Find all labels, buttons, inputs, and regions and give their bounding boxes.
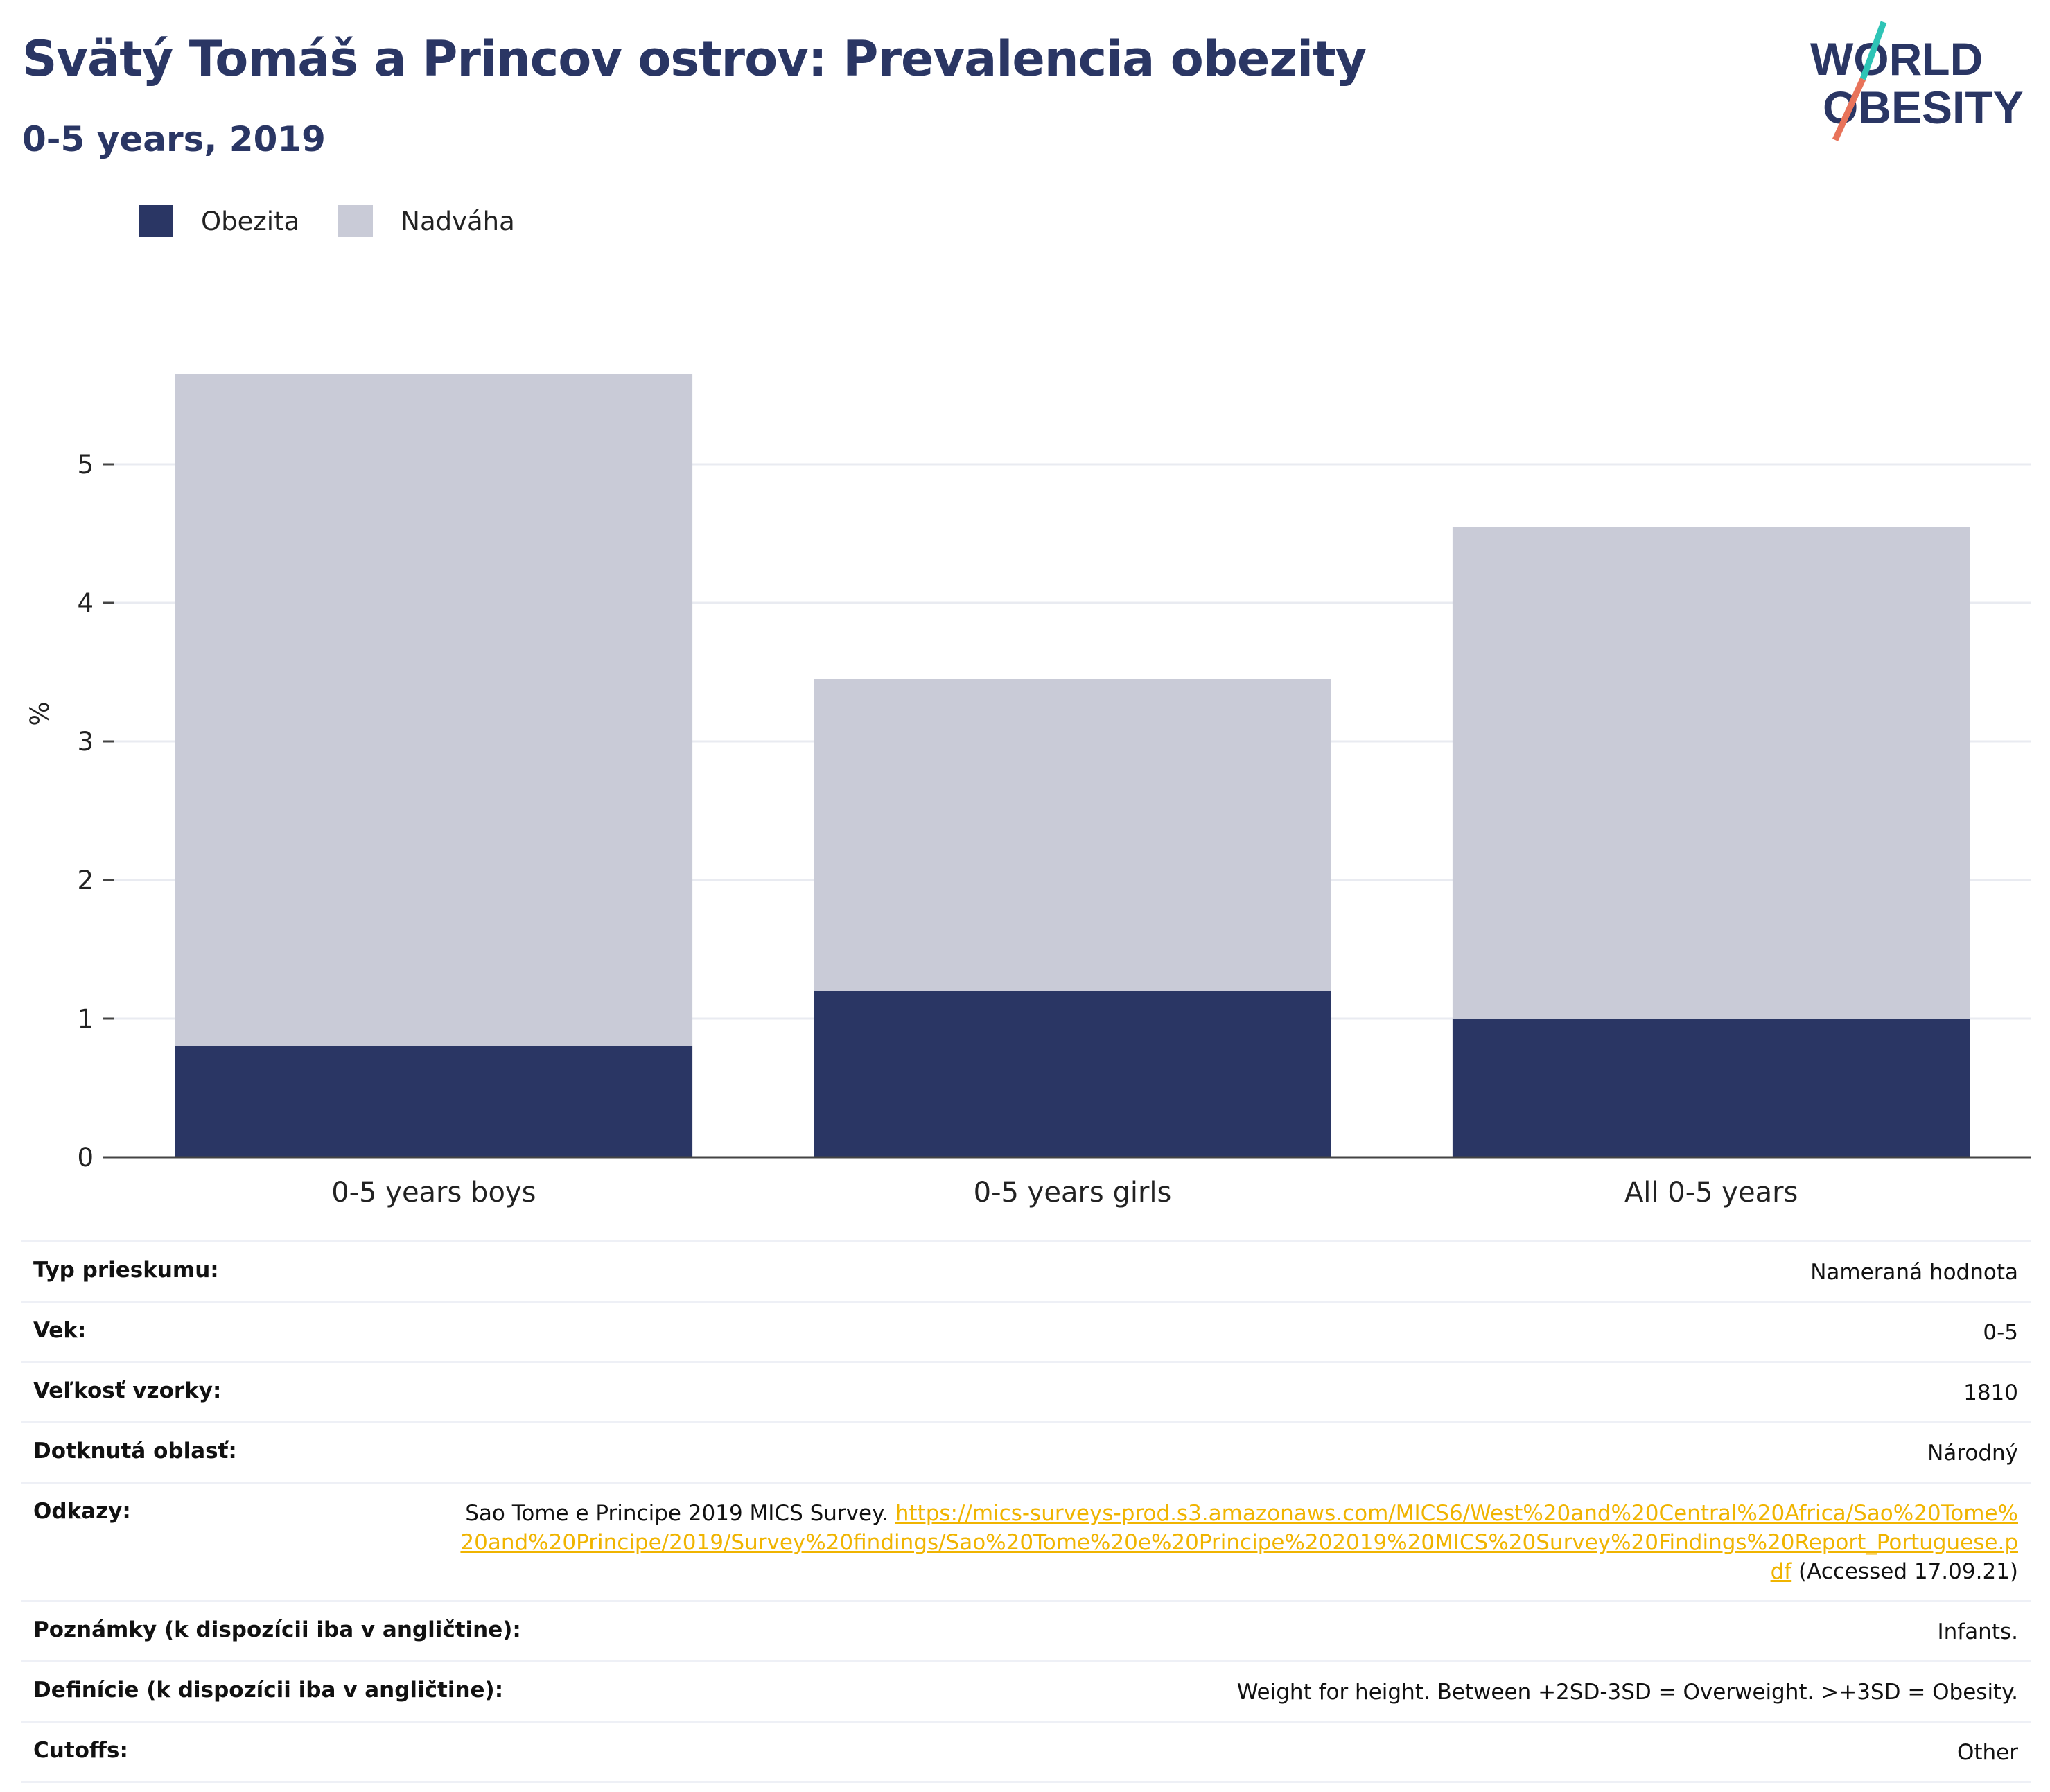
x-category-label: 0-5 years boys [331,1177,536,1209]
bar-nadv-ha-2 [1452,527,1970,1019]
info-label: Definície (k dispozícii iba v angličtine… [33,1678,504,1703]
info-label: Veľkosť vzorky: [33,1378,222,1403]
bar-nadv-ha-0 [175,374,693,1046]
info-value: Other [1956,1740,2018,1765]
y-tick-label: 0 [77,1143,94,1172]
survey-info-table: Typ prieskumu: Nameraná hodnota Vek: 0-5… [21,1240,2031,1783]
info-label: Cutoffs: [33,1738,128,1763]
logo-word-world: WORLD [1810,33,1983,85]
references-text: Sao Tome e Principe 2019 MICS Survey. [465,1501,895,1526]
info-value: Weight for height. Between +2SD-3SD = Ov… [1236,1680,2018,1705]
x-category-label: 0-5 years girls [974,1177,1172,1209]
legend-item-obezita[interactable]: Obezita [139,205,299,237]
chart-legend: Obezita Nadváha [139,205,554,237]
legend-label-obezita: Obezita [201,206,300,236]
info-row: Cutoffs: Other [21,1721,2031,1783]
bar-obezita-0 [175,1046,693,1157]
info-row: Vek: 0-5 [21,1301,2031,1361]
y-tick-label: 4 [77,588,94,618]
legend-label-nadvaha: Nadváha [401,206,515,236]
references-value: Sao Tome e Principe 2019 MICS Survey. ht… [459,1499,2018,1586]
info-value: Národný [1927,1441,2018,1466]
legend-swatch-nadvaha [338,205,374,237]
info-label: Dotknutá oblasť: [33,1439,237,1464]
world-obesity-logo: WORLD OBESITY [1810,21,2024,141]
legend-swatch-obezita [139,205,173,237]
info-value: 1810 [1963,1380,2018,1405]
logo-slash-top [1859,21,1887,80]
info-value: Infants. [1937,1619,2018,1644]
info-row: Typ prieskumu: Nameraná hodnota [21,1240,2031,1301]
info-value: Nameraná hodnota [1810,1260,2018,1285]
info-row: Veľkosť vzorky: 1810 [21,1361,2031,1421]
bar-chart: 0 1 2 3 4 5% 0-5 years boys 0-5 years girls All … [25,374,2031,1209]
info-label: Poznámky (k dispozícii iba v angličtine)… [33,1617,521,1642]
y-tick-label: 2 [77,866,94,895]
references-accessed: (Accessed 17.09.21) [1791,1559,2018,1584]
info-row: Poznámky (k dispozícii iba v angličtine)… [21,1600,2031,1660]
info-row: Definície (k dispozícii iba v angličtine… [21,1660,2031,1721]
bar-obezita-2 [1452,1019,1970,1157]
info-label: Vek: [33,1318,87,1343]
info-value: 0-5 [1983,1320,2018,1345]
info-row-references: Odkazy: Sao Tome e Principe 2019 MICS Su… [21,1482,2031,1600]
info-row: Dotknutá oblasť: Národný [21,1421,2031,1482]
bar-obezita-1 [814,991,1331,1157]
y-tick-label: 5 [77,450,94,480]
bar-nadv-ha-1 [814,679,1331,991]
info-label: Odkazy: [33,1499,131,1524]
chart-subtitle: 0-5 years, 2019 [22,119,326,159]
y-axis-label: % [25,701,55,726]
legend-item-nadvaha[interactable]: Nadváha [338,205,515,237]
x-category-label: All 0-5 years [1624,1177,1798,1209]
chart-title: Svätý Tomáš a Princov ostrov: Prevalenci… [22,30,1367,87]
info-label: Typ prieskumu: [33,1258,219,1283]
y-tick-label: 3 [77,727,94,757]
y-tick-label: 1 [77,1004,94,1034]
logo-slash-bottom [1832,78,1866,141]
references-link[interactable]: https://mics-surveys-prod.s3.amazonaws.c… [460,1501,2018,1584]
